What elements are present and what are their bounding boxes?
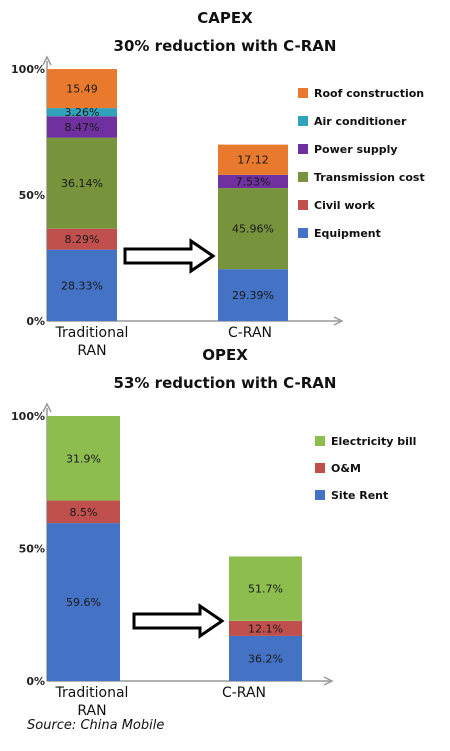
- chart0-legend-swatch: [298, 116, 308, 126]
- chart0-bar-segment: [47, 249, 117, 321]
- chart0-y-axis-arrow: [42, 55, 52, 66]
- chart1-x-axis-arrow: [323, 676, 334, 686]
- source-note: Source: China Mobile: [27, 718, 165, 733]
- chart1-bar-segment: [229, 635, 302, 681]
- chart0-data-label: 3.26%: [65, 106, 100, 119]
- chart0-bar-segment: [47, 116, 117, 138]
- chart1-category-label: RAN: [77, 703, 106, 715]
- chart0-reduction-arrow: [123, 238, 216, 274]
- chart1-data-label: 12.1%: [248, 622, 283, 635]
- opex-subtitle: 53% reduction with C-RAN: [113, 374, 337, 392]
- opex-chart: 0% 50% 100% 59.6% 8.5% 31.9% Traditional RAN 36.…: [11, 402, 416, 715]
- chart0-bar-segment: [47, 108, 117, 117]
- chart0-legend-swatch: [298, 200, 308, 210]
- chart1-category-label: Traditional: [55, 685, 129, 701]
- chart0-legend-label: Power supply: [314, 143, 398, 156]
- chart0-data-label: 28.33%: [61, 279, 103, 292]
- capex-title: CAPEX: [197, 9, 253, 27]
- chart1-bar-segment: [229, 556, 302, 621]
- chart0-bar-segment: [47, 137, 117, 229]
- chart0-legend-swatch: [298, 228, 308, 238]
- chart0-data-label: 7.53%: [236, 175, 271, 188]
- chart0-legend-label: Transmission cost: [314, 171, 425, 184]
- chart0-bar-segment: [47, 228, 117, 250]
- chart1-bar-segment: [47, 500, 120, 524]
- chart0-category-label: C-RAN: [228, 325, 272, 341]
- chart1-bar-segment: [47, 416, 120, 501]
- capex-chart: 0% 50% 100% 28.33% 8.29% 36.14% 8.47% 3.26% 15.4…: [11, 55, 425, 359]
- chart0-y-tick-label: 100%: [11, 63, 45, 76]
- chart0-legend-label: Roof construction: [314, 87, 424, 100]
- chart0-legend-swatch: [298, 172, 308, 182]
- chart1-data-label: 31.9%: [66, 452, 101, 465]
- chart1-y-tick-label: 100%: [11, 410, 45, 423]
- chart1-category-label: C-RAN: [222, 685, 266, 701]
- capex-subtitle: 30% reduction with C-RAN: [113, 37, 337, 55]
- chart0-bar-segment: [218, 188, 288, 270]
- chart1-data-label: 8.5%: [70, 506, 98, 519]
- chart1-y-tick-label: 0%: [26, 675, 45, 688]
- chart0-y-tick-label: 0%: [26, 315, 45, 328]
- chart0-category-label: Traditional: [55, 325, 129, 341]
- chart0-data-label: 15.49: [66, 83, 98, 96]
- chart1-legend-label: Site Rent: [331, 489, 388, 502]
- chart0-data-label: 36.14%: [61, 177, 103, 190]
- chart1-legend-swatch: [315, 463, 325, 473]
- chart1-data-label: 59.6%: [66, 596, 101, 609]
- chart0-legend-swatch: [298, 88, 308, 98]
- chart0-y-tick-label: 50%: [19, 189, 45, 202]
- chart1-data-label: 36.2%: [248, 652, 283, 665]
- chart0-bar-segment: [218, 174, 288, 189]
- chart1-y-axis-arrow: [42, 402, 52, 413]
- chart1-legend-swatch: [315, 490, 325, 500]
- chart1-bar-segment: [47, 523, 120, 681]
- chart0-data-label: 8.29%: [65, 233, 100, 246]
- chart0-x-axis-arrow: [333, 316, 344, 326]
- chart0-bar-segment: [47, 69, 117, 109]
- chart0-legend-swatch: [298, 144, 308, 154]
- chart0-bar-segment: [218, 269, 288, 321]
- chart1-bar-segment: [229, 620, 302, 636]
- chart0-legend-label: Equipment: [314, 227, 381, 240]
- chart0-category-label: RAN: [77, 343, 106, 359]
- chart0-legend-label: Air conditioner: [314, 115, 407, 128]
- chart1-legend-label: Electricity bill: [331, 435, 416, 448]
- chart1-legend-swatch: [315, 436, 325, 446]
- chart1-data-label: 51.7%: [248, 583, 283, 596]
- chart1-reduction-arrow: [132, 603, 225, 639]
- chart0-legend-label: Civil work: [314, 199, 376, 212]
- chart0-data-label: 45.96%: [232, 223, 274, 236]
- chart1-legend-label: O&M: [331, 462, 361, 475]
- chart0-bar-segment: [218, 144, 288, 175]
- chart1-y-tick-label: 50%: [19, 543, 45, 556]
- chart0-data-label: 29.39%: [232, 289, 274, 302]
- opex-title: OPEX: [202, 346, 248, 364]
- chart0-data-label: 8.47%: [65, 121, 100, 134]
- chart0-data-label: 17.12: [237, 154, 269, 167]
